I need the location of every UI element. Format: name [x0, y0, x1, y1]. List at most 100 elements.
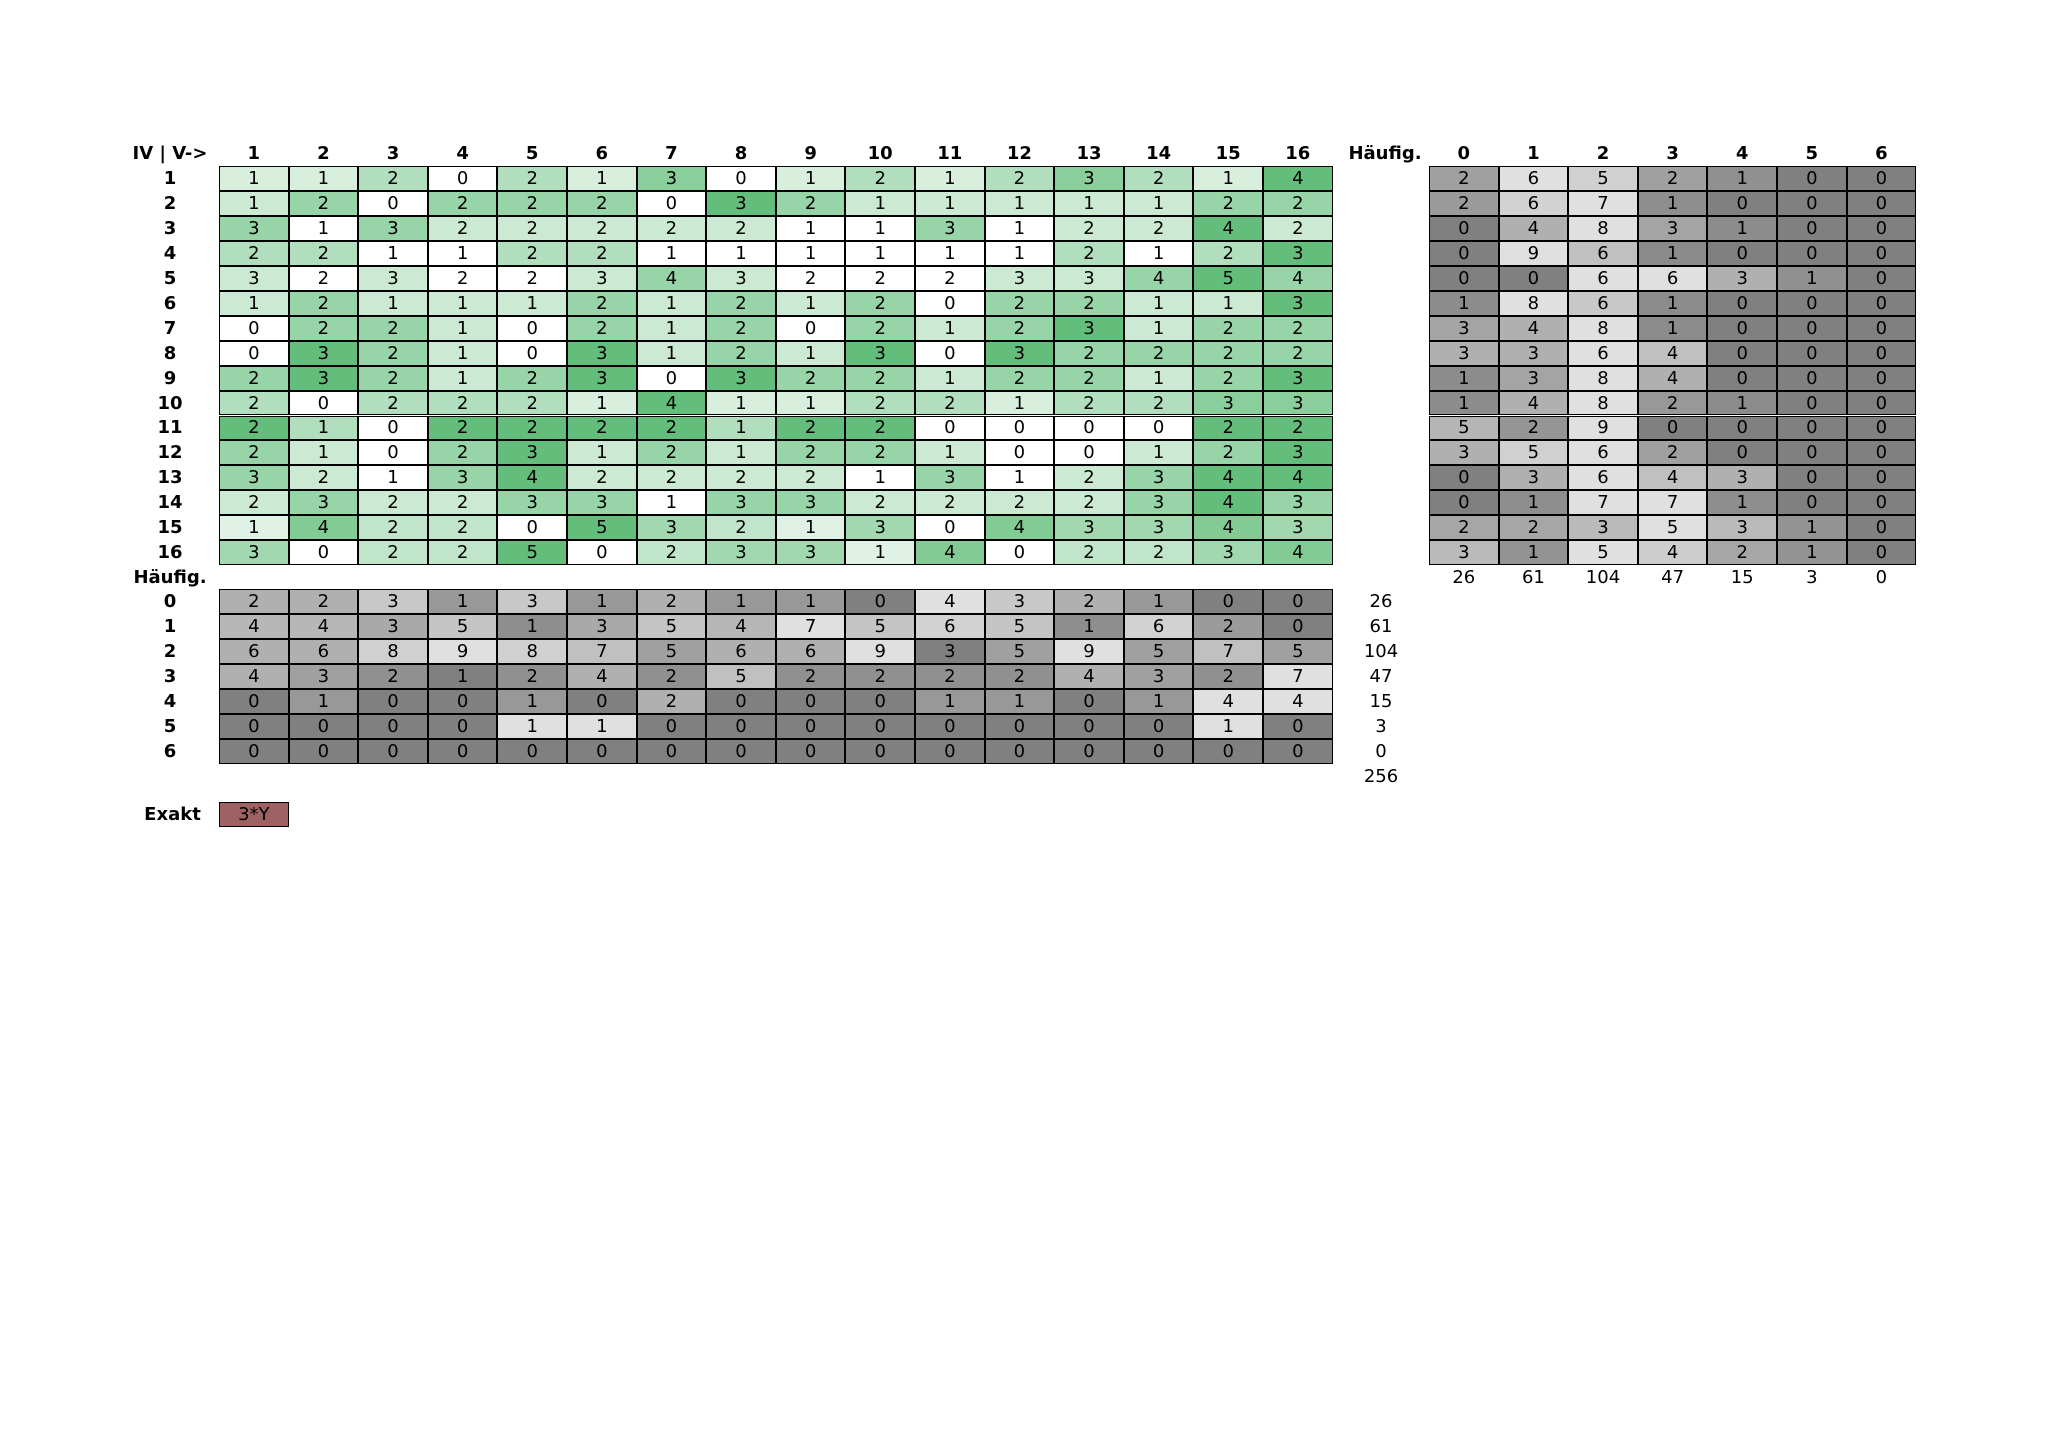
cell[interactable]: 1: [427, 340, 498, 366]
freq-cell[interactable]: 2: [1637, 390, 1708, 416]
freq-cell[interactable]: 0: [1777, 415, 1847, 441]
cell[interactable]: 0: [706, 166, 776, 191]
cell[interactable]: 2: [984, 315, 1055, 341]
freq-cell[interactable]: 2: [1429, 190, 1499, 216]
cell[interactable]: 1: [219, 290, 289, 316]
cell[interactable]: 2: [288, 465, 359, 491]
cell[interactable]: 3: [984, 265, 1055, 291]
freq-cell[interactable]: 2: [497, 663, 567, 689]
freq-cell[interactable]: 0: [1429, 265, 1499, 291]
freq-cell[interactable]: 0: [1777, 365, 1847, 391]
freq-cell[interactable]: 0: [775, 738, 846, 764]
freq-cell[interactable]: 9: [427, 638, 498, 664]
cell[interactable]: 2: [1054, 540, 1124, 566]
cell[interactable]: 2: [1193, 340, 1263, 366]
freq-cell[interactable]: 6: [1568, 340, 1638, 366]
freq-cell[interactable]: 3: [567, 613, 637, 639]
freq-cell[interactable]: 0: [706, 688, 776, 714]
cell[interactable]: 2: [288, 190, 359, 216]
freq-cell[interactable]: 1: [497, 613, 567, 639]
cell[interactable]: 1: [1193, 166, 1263, 191]
cell[interactable]: 2: [845, 365, 915, 391]
cell[interactable]: 2: [636, 440, 707, 466]
cell[interactable]: 2: [358, 315, 428, 341]
freq-cell[interactable]: 4: [1637, 540, 1708, 566]
cell[interactable]: 2: [567, 190, 637, 216]
freq-cell[interactable]: 3: [1707, 465, 1777, 491]
cell[interactable]: 3: [1123, 465, 1194, 491]
cell[interactable]: 1: [288, 415, 359, 441]
freq-cell[interactable]: 4: [1193, 688, 1263, 714]
freq-cell[interactable]: 3: [1429, 440, 1499, 466]
freq-cell[interactable]: 1: [1637, 315, 1708, 341]
cell[interactable]: 1: [497, 290, 567, 316]
freq-cell[interactable]: 1: [1777, 540, 1847, 566]
cell[interactable]: 1: [775, 215, 846, 241]
freq-cell[interactable]: 0: [1846, 540, 1917, 566]
freq-cell[interactable]: 2: [636, 663, 707, 689]
cell[interactable]: 1: [567, 390, 637, 416]
cell[interactable]: 2: [219, 415, 289, 441]
freq-cell[interactable]: 8: [1568, 390, 1638, 416]
freq-cell[interactable]: 5: [1498, 440, 1569, 466]
cell[interactable]: 2: [567, 240, 637, 266]
cell[interactable]: 3: [497, 490, 567, 516]
cell[interactable]: 2: [497, 265, 567, 291]
freq-cell[interactable]: 0: [1707, 415, 1777, 441]
freq-cell[interactable]: 6: [775, 638, 846, 664]
freq-cell[interactable]: 0: [567, 738, 637, 764]
freq-cell[interactable]: 3: [1707, 515, 1777, 541]
cell[interactable]: 2: [1054, 240, 1124, 266]
cell[interactable]: 0: [219, 340, 289, 366]
freq-cell[interactable]: 7: [1568, 190, 1638, 216]
cell[interactable]: 3: [706, 490, 776, 516]
freq-cell[interactable]: 2: [1707, 540, 1777, 566]
freq-cell[interactable]: 1: [1054, 613, 1124, 639]
cell[interactable]: 3: [636, 515, 707, 541]
freq-cell[interactable]: 4: [1637, 365, 1708, 391]
freq-cell[interactable]: 0: [1193, 589, 1263, 614]
cell[interactable]: 1: [915, 365, 985, 391]
cell[interactable]: 3: [1263, 290, 1333, 316]
cell[interactable]: 1: [915, 166, 985, 191]
cell[interactable]: 3: [1054, 166, 1124, 191]
freq-cell[interactable]: 0: [427, 738, 498, 764]
cell[interactable]: 1: [845, 190, 915, 216]
freq-cell[interactable]: 0: [219, 738, 289, 764]
cell[interactable]: 2: [219, 365, 289, 391]
freq-cell[interactable]: 1: [427, 589, 498, 614]
cell[interactable]: 3: [1054, 515, 1124, 541]
freq-cell[interactable]: 1: [1707, 166, 1777, 191]
freq-cell[interactable]: 0: [1846, 440, 1917, 466]
cell[interactable]: 2: [984, 290, 1055, 316]
freq-cell[interactable]: 7: [775, 613, 846, 639]
freq-cell[interactable]: 6: [1123, 613, 1194, 639]
cell[interactable]: 1: [984, 215, 1055, 241]
cell[interactable]: 1: [984, 390, 1055, 416]
freq-cell[interactable]: 1: [1498, 490, 1569, 516]
cell[interactable]: 1: [984, 190, 1055, 216]
freq-cell[interactable]: 0: [706, 738, 776, 764]
cell[interactable]: 0: [984, 415, 1055, 441]
cell[interactable]: 1: [1123, 190, 1194, 216]
cell[interactable]: 2: [706, 290, 776, 316]
cell[interactable]: 2: [775, 190, 846, 216]
cell[interactable]: 2: [1123, 340, 1194, 366]
cell[interactable]: 3: [288, 340, 359, 366]
cell[interactable]: 4: [1193, 215, 1263, 241]
freq-cell[interactable]: 8: [1568, 365, 1638, 391]
freq-cell[interactable]: 1: [775, 589, 846, 614]
cell[interactable]: 2: [1193, 440, 1263, 466]
cell[interactable]: 2: [1193, 415, 1263, 441]
cell[interactable]: 2: [706, 515, 776, 541]
freq-cell[interactable]: 1: [497, 713, 567, 739]
cell[interactable]: 1: [706, 415, 776, 441]
cell[interactable]: 1: [358, 290, 428, 316]
freq-cell[interactable]: 5: [1429, 415, 1499, 441]
freq-cell[interactable]: 0: [1777, 390, 1847, 416]
freq-cell[interactable]: 2: [1193, 613, 1263, 639]
freq-cell[interactable]: 7: [1193, 638, 1263, 664]
freq-cell[interactable]: 0: [1263, 613, 1333, 639]
freq-cell[interactable]: 0: [1777, 240, 1847, 266]
freq-cell[interactable]: 4: [706, 613, 776, 639]
